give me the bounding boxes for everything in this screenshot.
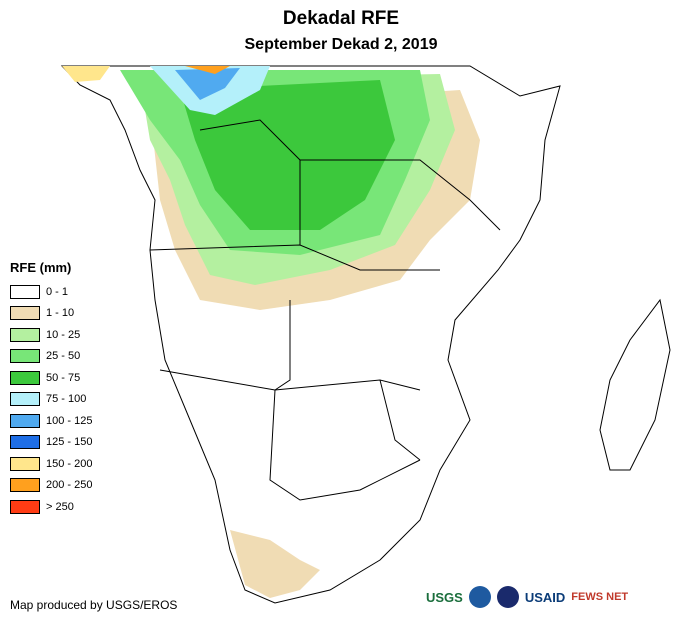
legend-row: 25 - 50 <box>10 346 92 368</box>
credit-text: Map produced by USGS/EROS <box>10 598 178 612</box>
country-borders <box>149 119 501 501</box>
legend-swatch <box>10 456 40 471</box>
legend-label: > 250 <box>46 500 74 513</box>
legend-row: 100 - 125 <box>10 410 92 432</box>
legend-row: 200 - 250 <box>10 475 92 497</box>
legend-row: 150 - 200 <box>10 453 92 475</box>
legend-label: 125 - 150 <box>46 436 93 449</box>
legend-swatch <box>10 284 40 299</box>
legend-label: 200 - 250 <box>46 479 93 492</box>
legend-label: 0 - 1 <box>46 285 69 298</box>
legend-row: > 250 <box>10 496 92 518</box>
legend-swatch <box>10 370 40 385</box>
legend-title: RFE (mm) <box>10 260 72 275</box>
rain-region-200-250 <box>185 66 230 74</box>
map-subtitle: September Dekad 2, 2019 <box>244 36 438 53</box>
legend-label: 1 - 10 <box>46 307 75 320</box>
logo-strip: USGS USAID FEWS NET <box>426 582 628 612</box>
legend-swatch <box>10 435 40 450</box>
rain-region-1-10-south <box>230 530 320 598</box>
legend-label: 100 - 125 <box>46 414 93 427</box>
legend-swatch <box>10 306 40 321</box>
usgs-logo: USGS <box>426 589 463 605</box>
legend-row: 10 - 25 <box>10 324 92 346</box>
legend: RFE (mm) 0 - 1 1 - 10 10 - 25 25 - 50 50 - 7… <box>10 260 92 518</box>
legend-swatch <box>10 349 40 364</box>
rain-region-50-75 <box>180 80 395 230</box>
nasa-logo-icon <box>496 586 519 608</box>
legend-swatch <box>10 327 40 342</box>
noaa-logo-icon <box>468 586 491 608</box>
legend-row: 1 - 10 <box>10 303 92 325</box>
legend-label: 75 - 100 <box>46 393 87 406</box>
legend-swatch <box>10 392 40 407</box>
rain-region-100-125 <box>175 68 240 100</box>
legend-label: 25 - 50 <box>46 350 81 363</box>
legend-swatch <box>10 478 40 493</box>
legend-row: 0 - 1 <box>10 281 92 303</box>
legend-row: 125 - 150 <box>10 432 92 454</box>
map-title: Dekadal RFE <box>282 8 400 29</box>
legend-label: 50 - 75 <box>46 371 81 384</box>
legend-label: 10 - 25 <box>46 328 81 341</box>
madagascar-outline <box>599 298 671 471</box>
fews-net-logo: FEWS NET <box>571 591 629 603</box>
legend-swatch <box>10 499 40 514</box>
usaid-logo: USAID <box>524 589 566 605</box>
legend-label: 150 - 200 <box>46 457 93 470</box>
rain-region-150-200 <box>62 66 110 82</box>
legend-row: 50 - 75 <box>10 367 92 389</box>
legend-swatch <box>10 413 40 428</box>
legend-row: 75 - 100 <box>10 389 92 411</box>
